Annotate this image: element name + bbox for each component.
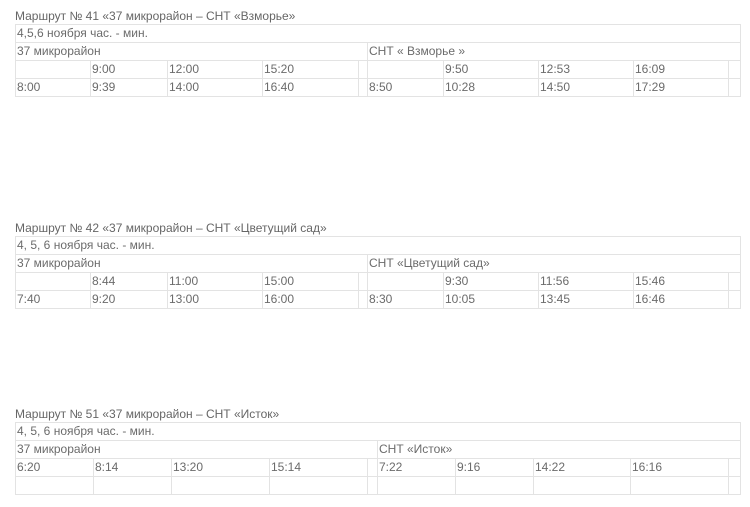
departure-time (171, 476, 270, 495)
departure-time: 12:00 (167, 60, 263, 79)
departure-time: 8:00 (15, 78, 91, 97)
departure-time (93, 476, 172, 495)
departure-time (15, 60, 91, 79)
departure-time (269, 476, 368, 495)
departure-time: 15:20 (262, 60, 359, 79)
dates-label: 4,5,6 ноября час. - мин. (15, 24, 741, 43)
departure-time: 14:00 (167, 78, 263, 97)
departure-time: 15:00 (262, 272, 359, 291)
departure-time: 8:44 (90, 272, 168, 291)
route-title: Маршрут № 51 «37 микрорайон – СНТ «Исток… (15, 407, 280, 421)
departure-time (377, 476, 456, 495)
spacer-cell (727, 476, 742, 495)
route-schedule: Маршрут № 42 «37 микрорайон – СНТ «Цвету… (14, 220, 742, 309)
departure-time: 17:29 (633, 78, 729, 97)
departure-time: 14:22 (533, 458, 631, 477)
spacer-cell (727, 272, 742, 291)
departure-time: 11:56 (538, 272, 634, 291)
spacer-cell (358, 78, 368, 97)
departure-time (455, 476, 534, 495)
departure-time: 8:30 (367, 290, 444, 309)
departure-time (533, 476, 631, 495)
departure-time: 14:50 (538, 78, 634, 97)
spacer-cell (728, 60, 741, 79)
departure-time: 15:46 (633, 272, 729, 291)
table-row: 6:20 8:14 13:20 15:14 7:22 9:16 14:22 16:16 (15, 458, 742, 477)
departure-time: 13:45 (538, 290, 634, 309)
route-schedule: Маршрут № 51 «37 микрорайон – СНТ «Исток… (14, 406, 742, 495)
departure-time: 6:20 (15, 458, 94, 477)
departure-time: 10:05 (443, 290, 539, 309)
stops-row: 37 микрорайон СНТ «Цветущий сад» (15, 254, 742, 273)
route-title: Маршрут № 42 «37 микрорайон – СНТ «Цвету… (15, 221, 327, 235)
table-row: 7:40 9:20 13:00 16:00 8:30 10:05 13:45 16:46 (15, 290, 742, 309)
table-row: 8:44 11:00 15:00 9:30 11:56 15:46 (15, 272, 742, 291)
dates-label: 4, 5, 6 ноября час. - мин. (14, 422, 742, 441)
departure-time: 13:20 (171, 458, 270, 477)
departure-time: 16:16 (630, 458, 729, 477)
stops-row: 37 микрорайон СНТ « Взморье » (15, 42, 741, 61)
route-title: Маршрут № 41 «37 микрорайон – СНТ «Взмор… (15, 9, 296, 23)
departure-time: 16:00 (262, 290, 359, 309)
departure-time: 9:00 (90, 60, 168, 79)
departure-time: 12:53 (538, 60, 634, 79)
route-schedule: Маршрут № 41 «37 микрорайон – СНТ «Взмор… (15, 8, 741, 97)
departure-time: 9:39 (90, 78, 168, 97)
departure-time: 9:20 (90, 290, 168, 309)
departure-time: 9:30 (443, 272, 539, 291)
timetable: 4, 5, 6 ноября час. - мин. 37 микрорайон С… (14, 422, 742, 495)
spacer-cell (727, 290, 742, 309)
spacer-cell (358, 60, 368, 79)
from-stop: 37 микрорайон (15, 440, 378, 459)
from-stop: 37 микрорайон (15, 42, 368, 61)
to-stop: СНТ «Цветущий сад» (366, 254, 742, 273)
spacer-cell (728, 78, 741, 97)
to-stop: СНТ «Исток» (376, 440, 742, 459)
spacer-cell (367, 476, 378, 495)
table-row: 9:00 12:00 15:20 9:50 12:53 16:09 (15, 60, 741, 79)
departure-time (15, 272, 91, 291)
departure-time: 16:40 (262, 78, 359, 97)
departure-time: 7:40 (15, 290, 91, 309)
departure-time: 9:16 (455, 458, 534, 477)
table-row (15, 476, 742, 495)
departure-time: 15:14 (269, 458, 368, 477)
departure-time (367, 60, 444, 79)
departure-time (367, 272, 444, 291)
departure-time: 8:14 (93, 458, 172, 477)
departure-time: 11:00 (167, 272, 263, 291)
departure-time: 16:09 (633, 60, 729, 79)
stops-row: 37 микрорайон СНТ «Исток» (15, 440, 742, 459)
spacer-cell (358, 272, 368, 291)
dates-row: 4,5,6 ноября час. - мин. (15, 24, 741, 43)
departure-time: 7:22 (377, 458, 456, 477)
spacer-cell (358, 290, 368, 309)
to-stop: СНТ « Взморье » (367, 42, 741, 61)
departure-time: 10:28 (443, 78, 539, 97)
departure-time: 13:00 (167, 290, 263, 309)
timetable: 4,5,6 ноября час. - мин. 37 микрорайон СНТ… (15, 24, 741, 97)
departure-time: 16:46 (633, 290, 729, 309)
departure-time (15, 476, 94, 495)
dates-label: 4, 5, 6 ноября час. - мин. (14, 236, 742, 255)
departure-time: 8:50 (367, 78, 444, 97)
timetable: 4, 5, 6 ноября час. - мин. 37 микрорайон С… (14, 236, 742, 309)
from-stop: 37 микрорайон (15, 254, 368, 273)
table-row: 8:00 9:39 14:00 16:40 8:50 10:28 14:50 17:29 (15, 78, 741, 97)
dates-row: 4, 5, 6 ноября час. - мин. (14, 236, 742, 255)
departure-time (630, 476, 729, 495)
departure-time: 9:50 (443, 60, 539, 79)
spacer-cell (727, 458, 742, 477)
spacer-cell (367, 458, 378, 477)
dates-row: 4, 5, 6 ноября час. - мин. (14, 422, 742, 441)
